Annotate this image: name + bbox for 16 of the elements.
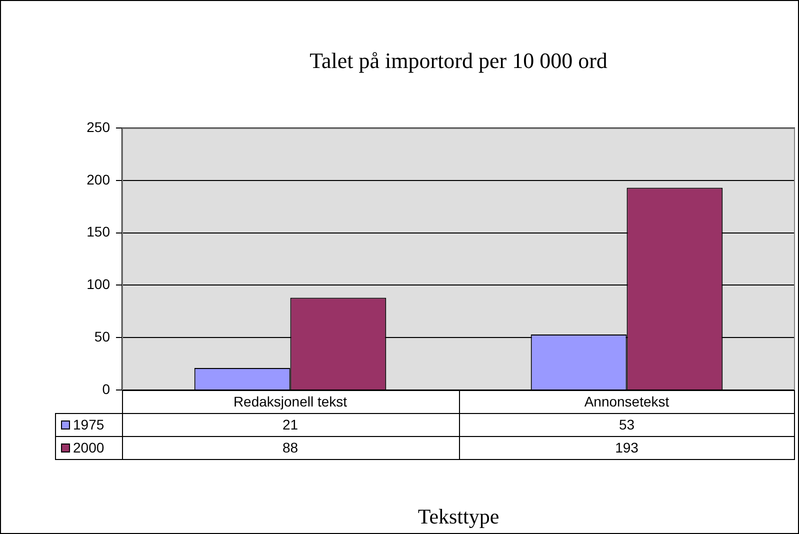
- legend-label: 2000: [73, 439, 104, 456]
- y-tick-label: 150: [86, 224, 110, 240]
- x-tick-label: Redaksjonell tekst: [233, 393, 348, 410]
- data-label: 193: [615, 439, 639, 456]
- chart-title: Talet på importord per 10 000 ord: [310, 48, 608, 73]
- x-tick-label: Annonsetekst: [584, 393, 670, 410]
- data-label: 21: [282, 416, 298, 432]
- legend-label: 1975: [73, 416, 104, 432]
- x-axis-title: Teksttype: [418, 504, 500, 529]
- data-label: 88: [282, 439, 298, 456]
- data-label: 53: [618, 416, 635, 432]
- y-tick-label: 100: [86, 276, 110, 292]
- y-tick-label: 200: [86, 171, 110, 188]
- y-tick-label: 250: [86, 118, 110, 135]
- y-tick-label: 50: [94, 328, 110, 344]
- y-tick-label: 0: [102, 380, 110, 397]
